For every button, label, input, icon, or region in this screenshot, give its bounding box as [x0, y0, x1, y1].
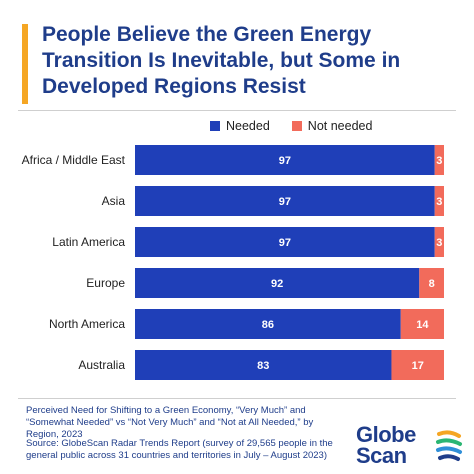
globescan-logo: Globe Scan: [356, 424, 464, 468]
title-accent-bar: [22, 24, 28, 104]
category-label-africa-middle-east: Africa / Middle East: [22, 153, 126, 167]
top-divider: [18, 110, 456, 111]
bar-needed-latin-america: [135, 227, 435, 257]
data-label-not-needed-north-america: 14: [416, 319, 429, 331]
legend-swatch-not-needed: [291, 121, 302, 131]
legend-swatch-needed: [210, 121, 220, 131]
data-label-needed-africa-middle-east: 97: [279, 155, 291, 167]
chart-source: Source: GlobeScan Radar Trends Report (s…: [26, 438, 333, 461]
category-label-asia: Asia: [102, 194, 126, 208]
logo-line-1: Globe: [356, 422, 416, 447]
chart-title: People Believe the Green Energy Transiti…: [42, 22, 462, 100]
legend-item-needed: Needed: [210, 119, 270, 133]
category-label-europe: Europe: [86, 276, 125, 290]
bar-not-needed-asia: [434, 186, 444, 216]
bar-needed-africa-middle-east: [135, 145, 435, 175]
legend-label-not-needed: Not needed: [307, 119, 373, 133]
data-label-not-needed-asia: 3: [436, 196, 442, 208]
data-label-not-needed-africa-middle-east: 3: [436, 155, 442, 167]
chart-title-line-2: Transition Is Inevitable, but Some in: [42, 49, 401, 72]
bottom-divider: [18, 398, 456, 399]
logo-line-2: Scan: [356, 443, 407, 468]
data-label-not-needed-europe: 8: [429, 278, 435, 290]
data-label-needed-north-america: 86: [262, 319, 274, 331]
bar-not-needed-north-america: [400, 309, 444, 339]
bar-not-needed-europe: [419, 268, 444, 298]
category-label-australia: Australia: [78, 358, 125, 372]
bar-needed-australia: [135, 350, 392, 380]
data-label-not-needed-latin-america: 3: [436, 237, 442, 249]
bar-not-needed-latin-america: [434, 227, 444, 257]
data-label-needed-asia: 97: [279, 196, 291, 208]
data-label-needed-latin-america: 97: [279, 237, 291, 249]
bar-not-needed-australia: [391, 350, 444, 380]
chart-title-line-3: Developed Regions Resist: [42, 75, 306, 98]
legend-item-not-needed: Not needed: [291, 119, 373, 133]
data-label-needed-australia: 83: [257, 360, 269, 372]
category-label-latin-america: Latin America: [52, 235, 125, 249]
chart-note: Perceived Need for Shifting to a Green E…: [26, 405, 314, 440]
bar-needed-europe: [135, 268, 420, 298]
bar-not-needed-africa-middle-east: [434, 145, 444, 175]
bar-needed-asia: [135, 186, 435, 216]
globescan-mark-icon: [436, 430, 462, 461]
data-label-not-needed-australia: 17: [412, 360, 424, 372]
chart-title-line-1: People Believe the Green Energy: [42, 23, 372, 46]
data-label-needed-europe: 92: [271, 278, 283, 290]
category-label-north-america: North America: [49, 317, 125, 331]
logo-text: Globe Scan: [356, 422, 416, 468]
legend-label-needed: Needed: [226, 119, 270, 133]
bar-needed-north-america: [135, 309, 401, 339]
legend: Needed Not needed: [210, 119, 372, 133]
